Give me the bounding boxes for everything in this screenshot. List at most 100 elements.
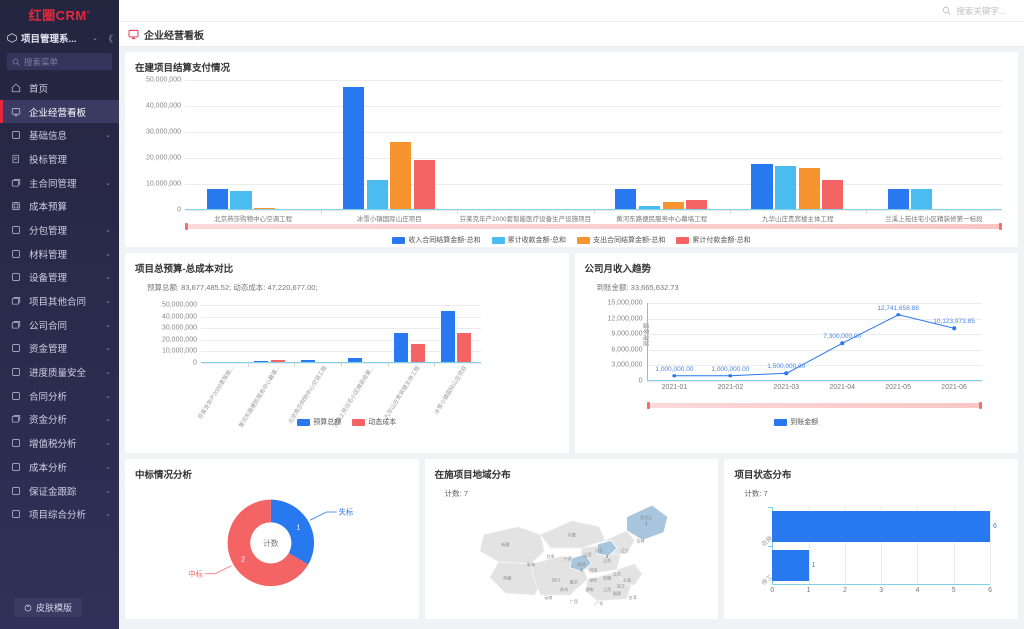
sidebar-item-16[interactable]: 成本分析 ⌄ — [0, 455, 119, 479]
chart-title-region: 在施项目地域分布 — [434, 470, 511, 481]
bar-2-1[interactable] — [390, 142, 412, 210]
data-point-3[interactable] — [840, 341, 844, 345]
collapse-sidebar-icon[interactable]: 《 — [103, 33, 113, 44]
legend-item-0[interactable]: 收入合同结算金额-总和 — [392, 235, 481, 245]
legend-item-0[interactable]: 到账金额 — [774, 417, 818, 427]
bar-0-3[interactable] — [347, 357, 362, 363]
sidebar-item-5[interactable]: 成本预算 — [0, 194, 119, 218]
chart-budget-plot: 0 10,000,000 20,000,000 30,000,000 40,000,00… — [162, 302, 481, 429]
sidebar-item-14[interactable]: 资金分析 ⌄ — [0, 408, 119, 432]
data-point-4[interactable] — [896, 312, 900, 317]
bar-2-3[interactable] — [662, 202, 684, 210]
data-point-1[interactable] — [728, 374, 733, 378]
skin-template-button[interactable]: 皮肤模版 — [14, 598, 82, 617]
map-label-27: 河北 — [595, 547, 603, 553]
bar-0[interactable] — [772, 511, 991, 542]
china-map[interactable]: 新疆 内蒙 吉林 辽宁 甘肃 宁夏 山西 山东 青海 陕西 河南 江苏 安徽 上海 西藏 四川 重庆 湖北 浙江 贵州… — [425, 493, 719, 619]
bar-0-5[interactable] — [887, 188, 909, 210]
gridline — [646, 365, 982, 367]
sidebar-item-18[interactable]: 项目综合分析 ⌄ — [0, 502, 119, 526]
chevron-down-icon: ⌄ — [105, 179, 111, 187]
legend-label: 累计付款金额-总和 — [692, 237, 751, 244]
sidebar-item-4[interactable]: 主合同管理 ⌄ — [0, 171, 119, 195]
copy-icon — [11, 297, 21, 305]
map-label-10: 河南 — [589, 567, 597, 573]
sidebar-item-13[interactable]: 合同分析 ⌄ — [0, 384, 119, 408]
bar-1-3[interactable] — [638, 205, 661, 210]
bar-2-4[interactable] — [798, 168, 820, 210]
sidebar-item-6[interactable]: 分包管理 ⌄ — [0, 218, 119, 242]
legend-item-1[interactable]: 动态成本 — [352, 417, 396, 427]
bar-0-0[interactable] — [206, 189, 228, 210]
sidebar-item-10[interactable]: 公司合同 ⌄ — [0, 313, 119, 337]
bar-1-1[interactable] — [270, 359, 285, 363]
chevron-down-icon: ⌄ — [105, 416, 111, 424]
sidebar-item-11[interactable]: 资金管理 ⌄ — [0, 337, 119, 361]
chart-title-settlement: 在建项目结算支付情况 — [135, 63, 231, 74]
axis-tick — [341, 363, 342, 367]
data-point-5[interactable] — [952, 326, 956, 331]
bar-1-4[interactable] — [410, 344, 425, 363]
folder-icon — [12, 273, 20, 282]
global-search[interactable]: 搜索关键字... — [942, 5, 1006, 17]
sidebar-item-17[interactable]: 保证金跟踪 ⌄ — [0, 479, 119, 503]
sidebar-item-3[interactable]: 投标管理 — [0, 147, 119, 171]
project-selector[interactable]: 项目管理系... ⌄ 《 — [0, 26, 119, 50]
bar-1-1[interactable] — [366, 180, 388, 210]
data-point-2[interactable] — [784, 371, 789, 375]
chevron-down-icon: ⌄ — [105, 369, 111, 377]
y-axis-tick: 10,000,000 — [161, 347, 197, 355]
bar-1-0[interactable] — [230, 190, 252, 210]
sidebar-item-label: 首页 — [29, 83, 49, 95]
sidebar-item-8[interactable]: 设备管理 ⌄ — [0, 266, 119, 290]
folder-icon — [12, 368, 20, 376]
legend-label: 支出合同结算金额-总和 — [593, 237, 666, 244]
bar-0-5[interactable] — [440, 311, 455, 363]
bar-3-4[interactable] — [822, 179, 844, 210]
legend-item-0[interactable]: 预算总额 — [297, 417, 341, 427]
axis-tick-1 — [768, 546, 773, 547]
chart-income-scrollbar[interactable] — [646, 402, 982, 409]
sidebar-item-7[interactable]: 材料管理 ⌄ — [0, 242, 119, 266]
bar-0-3[interactable] — [615, 188, 637, 210]
pie-slice-0[interactable] — [270, 499, 315, 565]
legend-item-1[interactable]: 累计收款金额-总和 — [491, 235, 566, 245]
map-region-highlight-2[interactable] — [569, 553, 592, 573]
sidebar-item-12[interactable]: 进度质量安全 ⌄ — [0, 360, 119, 384]
map-region-highlight-0[interactable] — [625, 504, 668, 541]
page-title: 企业经营看板 — [144, 30, 204, 42]
bar-0-4[interactable] — [394, 333, 409, 363]
legend-label: 到账金额 — [790, 419, 819, 426]
bar-0-2[interactable] — [300, 359, 315, 363]
bar-1[interactable] — [772, 550, 809, 581]
sidebar-item-15[interactable]: 增值税分析 ⌄ — [0, 431, 119, 455]
region-count-text: 计数: 7 — [444, 489, 469, 498]
bar-1-5[interactable] — [911, 189, 933, 210]
search-input[interactable]: 搜索菜单 — [7, 53, 112, 70]
bar-1-5[interactable] — [457, 333, 472, 363]
bar-3-1[interactable] — [413, 160, 435, 210]
bar-1-4[interactable] — [775, 165, 797, 210]
bar-0-1[interactable] — [342, 86, 365, 210]
map-region-7[interactable] — [616, 563, 643, 586]
global-search-placeholder: 搜索关键字... — [956, 5, 1006, 16]
bar-0-1[interactable] — [254, 360, 269, 363]
data-point-0[interactable] — [672, 374, 677, 378]
sidebar-item-2[interactable]: 基础信息 ⌄ — [0, 123, 119, 147]
map-region-0[interactable] — [479, 526, 545, 565]
chevron-down-icon: ⌄ — [105, 132, 111, 140]
bar-0-4[interactable] — [751, 164, 773, 210]
legend-label: 动态成本 — [368, 419, 397, 426]
map-region-highlight-1[interactable] — [596, 539, 618, 557]
pie-slice-1[interactable] — [227, 499, 309, 587]
axis-tick — [729, 210, 731, 214]
bar-3-3[interactable] — [686, 199, 708, 210]
chart-settlement-scrollbar[interactable] — [185, 223, 1002, 230]
sidebar-item-1[interactable]: 企业经营看板 — [0, 99, 119, 124]
chart-settlement-plot: 0 10,000,000 20,000,000 30,000,000 40,000,00… — [146, 77, 1002, 223]
legend-item-3[interactable]: 累计付款金额-总和 — [676, 235, 751, 245]
sidebar-item-0[interactable]: 首页 — [0, 76, 119, 100]
legend-item-2[interactable]: 支出合同结算金额-总和 — [577, 235, 665, 245]
sidebar-item-9[interactable]: 项目其他合同 ⌄ — [0, 289, 119, 313]
